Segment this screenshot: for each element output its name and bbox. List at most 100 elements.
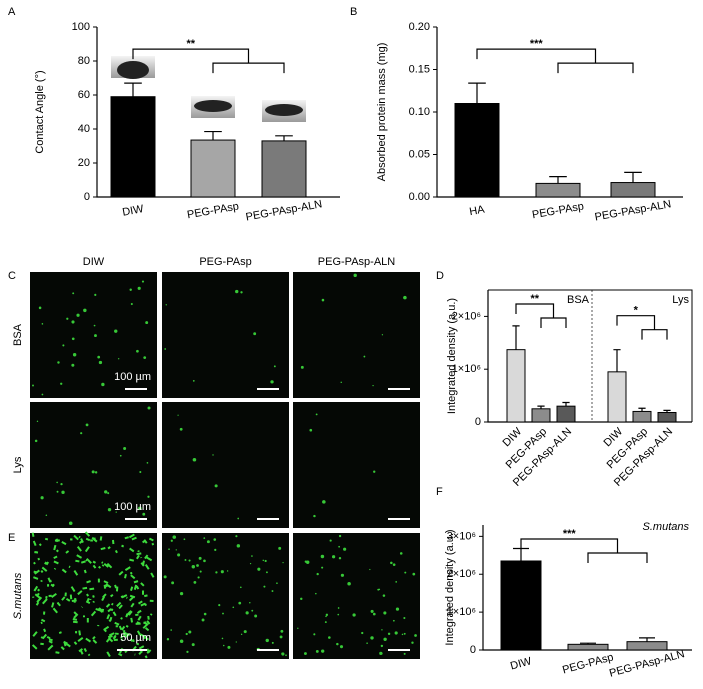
fluorescence-dot bbox=[147, 495, 150, 498]
bacteria bbox=[121, 625, 126, 631]
fluorescence-dot bbox=[214, 484, 218, 488]
fluorescence-dot bbox=[139, 471, 142, 474]
y-tick-label: 0.15 bbox=[409, 63, 430, 75]
column-title: PEG-PAsp bbox=[199, 256, 251, 268]
error-bar bbox=[638, 407, 646, 412]
bacteria bbox=[133, 584, 138, 590]
fluorescence-dot bbox=[309, 428, 313, 432]
fluorescence-dot bbox=[226, 570, 229, 572]
fluorescence-dot bbox=[373, 470, 376, 473]
fluorescence-dot bbox=[273, 365, 276, 368]
fluorescence-dot bbox=[227, 645, 231, 649]
fluorescence-dot bbox=[265, 571, 268, 574]
error-bar bbox=[639, 637, 655, 642]
fluorescence-dot bbox=[191, 565, 196, 569]
bacteria bbox=[72, 618, 78, 621]
fluorescence-dot bbox=[279, 635, 283, 639]
bacteria bbox=[116, 601, 122, 607]
fluorescence-dot bbox=[303, 652, 307, 655]
y-tick-label: 0.20 bbox=[409, 21, 430, 33]
bacteria bbox=[130, 602, 135, 608]
fluorescence-dot bbox=[329, 539, 332, 542]
fluorescence-dot bbox=[363, 355, 366, 358]
bacteria bbox=[35, 594, 41, 599]
bacteria bbox=[60, 646, 65, 651]
fluorescence-dot bbox=[203, 612, 207, 616]
bacteria bbox=[40, 636, 44, 639]
significance-label: * bbox=[634, 305, 639, 317]
bacteria bbox=[148, 537, 154, 542]
fluorescence-dot bbox=[235, 535, 238, 538]
fluorescence-dot bbox=[114, 329, 118, 333]
bacteria bbox=[79, 540, 83, 544]
bacteria bbox=[110, 608, 114, 612]
fluorescence-dot bbox=[142, 512, 146, 516]
bacteria bbox=[124, 536, 129, 540]
fluorescence-dot bbox=[85, 423, 89, 427]
fluorescence-dot bbox=[239, 586, 242, 589]
fluorescence-dot bbox=[40, 496, 44, 500]
bacteria bbox=[138, 645, 145, 650]
bacteria bbox=[138, 609, 142, 613]
bacteria bbox=[151, 542, 155, 546]
y-tick-label: 20 bbox=[78, 157, 90, 169]
fluorescence-dot bbox=[338, 545, 341, 548]
bacteria bbox=[53, 544, 57, 551]
bacteria bbox=[90, 610, 97, 617]
fluorescence-dot bbox=[168, 548, 170, 550]
bacteria bbox=[144, 603, 148, 607]
fluorescence-dot bbox=[270, 380, 274, 384]
fluorescence-dot bbox=[170, 539, 173, 542]
bacteria bbox=[139, 633, 146, 638]
bacteria bbox=[136, 630, 141, 636]
fluorescence-dot bbox=[93, 324, 96, 327]
bacteria bbox=[113, 634, 117, 638]
bacteria bbox=[114, 621, 120, 626]
y-tick-label: 1×10⁶ bbox=[447, 606, 476, 618]
y-tick-label: 0.10 bbox=[409, 106, 430, 118]
significance-bracket bbox=[476, 48, 634, 74]
x-tick-label: HA bbox=[468, 204, 486, 219]
fluorescence-dot bbox=[203, 559, 206, 563]
fluorescence-dot bbox=[220, 570, 224, 574]
bacteria bbox=[114, 584, 118, 589]
fluorescence-dot bbox=[313, 633, 316, 636]
bacteria bbox=[144, 636, 149, 641]
bacteria bbox=[55, 651, 60, 654]
bacteria bbox=[128, 596, 135, 602]
panel-label: C bbox=[8, 270, 16, 282]
fluorescence-dot bbox=[212, 454, 214, 456]
bacteria bbox=[92, 600, 95, 603]
x-tick-label: PEG-PAsp bbox=[561, 651, 615, 676]
bacteria bbox=[129, 558, 135, 562]
scale-label: 50 µm bbox=[120, 632, 151, 644]
fluorescence-dot bbox=[282, 561, 284, 564]
bar bbox=[607, 371, 627, 423]
bacteria bbox=[50, 583, 55, 587]
fluorescence-dot bbox=[123, 446, 127, 450]
bacteria bbox=[46, 635, 51, 640]
fluorescence-dot bbox=[340, 381, 342, 384]
bacteria bbox=[110, 594, 114, 598]
bacteria bbox=[33, 561, 36, 565]
fluorescence-dot bbox=[361, 631, 364, 635]
fluorescence-dot bbox=[184, 559, 187, 561]
bacteria bbox=[87, 653, 91, 657]
panel-label: F bbox=[436, 486, 443, 498]
x-tick-label: PEG-PAsp bbox=[186, 200, 240, 221]
fluorescence-dot bbox=[143, 356, 147, 359]
bacteria bbox=[41, 618, 46, 623]
fluorescence-dot bbox=[325, 615, 327, 618]
fluorescence-dot bbox=[392, 563, 396, 567]
bacteria bbox=[73, 641, 78, 645]
bacteria bbox=[85, 593, 90, 597]
bacteria bbox=[120, 635, 124, 639]
bar bbox=[454, 103, 500, 198]
bacteria bbox=[32, 540, 37, 547]
bacteria bbox=[143, 621, 148, 626]
significance-bracket bbox=[520, 538, 648, 563]
bacteria bbox=[143, 621, 147, 624]
bacteria bbox=[103, 580, 109, 584]
bacteria bbox=[103, 625, 110, 631]
y-tick-label: 0 bbox=[470, 644, 476, 656]
